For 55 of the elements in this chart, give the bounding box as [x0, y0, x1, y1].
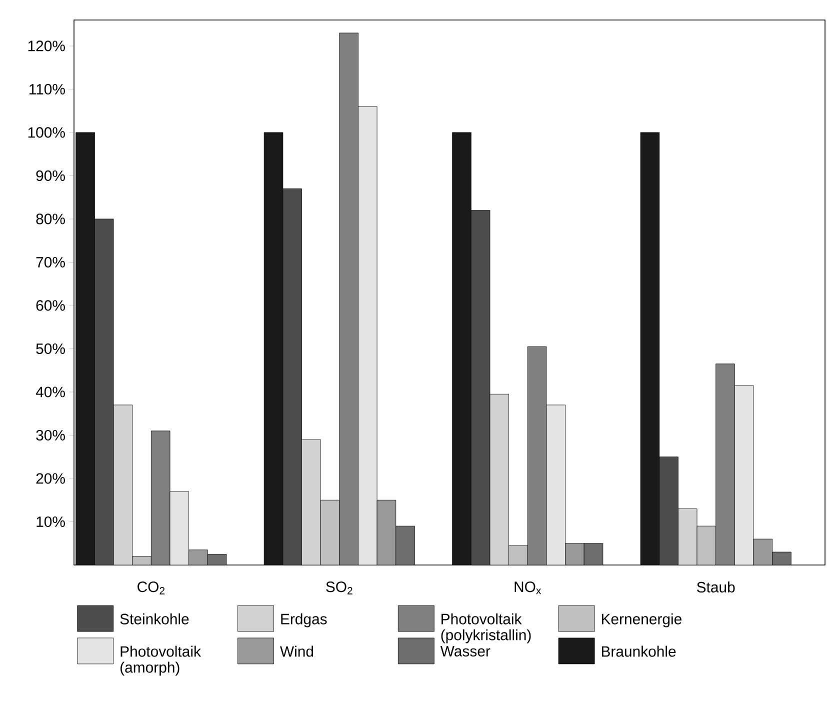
bar	[678, 508, 698, 565]
bar	[772, 552, 792, 565]
bar	[490, 394, 509, 565]
y-tick-label: 110%	[30, 84, 65, 94]
y-tick-label: 50%	[36, 343, 65, 354]
y-tick-label: 40%	[36, 386, 65, 398]
bar	[76, 132, 95, 565]
y-tick-label: 90%	[36, 170, 65, 181]
bar	[264, 132, 284, 565]
bar	[734, 385, 754, 565]
bar	[452, 132, 472, 565]
legend-label: Wind	[280, 646, 314, 657]
bar	[94, 218, 114, 565]
y-tick-label: 60%	[36, 300, 65, 311]
bar	[170, 491, 190, 565]
bar	[188, 550, 208, 565]
legend-label: Kernenergie	[602, 613, 682, 628]
bar	[696, 526, 716, 565]
bar	[150, 430, 170, 565]
legend-label: Braunkohle	[602, 646, 676, 657]
x-tick-label: NO$_{x}$	[514, 582, 542, 594]
y-tick-label: 10%	[36, 516, 65, 528]
bar	[471, 210, 490, 565]
y-tick-label: 20%	[36, 473, 65, 484]
bar	[320, 500, 340, 565]
bar	[528, 346, 546, 565]
legend-label: Erdgas	[281, 613, 327, 628]
bar	[753, 538, 773, 565]
legend-label: Wasser	[440, 646, 490, 656]
bar	[716, 364, 735, 565]
y-tick-label: 80%	[36, 214, 65, 224]
y-tick-label: 100%	[28, 127, 65, 138]
bar	[132, 556, 152, 565]
bar	[565, 543, 584, 565]
bar	[376, 500, 396, 565]
bar	[358, 106, 378, 565]
legend-label: Steinkohle	[120, 613, 189, 624]
y-tick-label: 120%	[28, 40, 65, 52]
y-tick-label: 70%	[36, 256, 65, 268]
x-tick-label: SO$_{2}$	[326, 582, 352, 594]
bar	[659, 456, 678, 565]
x-tick-label: CO$_{2}$	[138, 582, 164, 594]
bar	[396, 526, 415, 565]
bar	[584, 543, 603, 565]
y-tick-label: 30%	[36, 430, 65, 441]
x-tick-label: Staub	[696, 582, 735, 592]
bar	[640, 132, 660, 565]
bar	[339, 32, 358, 565]
legend-label: Photovoltaik (polykristallin)	[441, 613, 531, 644]
bar	[546, 404, 566, 565]
bar	[113, 404, 133, 565]
bar	[508, 546, 528, 565]
bar	[302, 439, 321, 565]
bar	[282, 188, 302, 565]
legend-label: Photovoltaik (amorph)	[120, 646, 201, 676]
